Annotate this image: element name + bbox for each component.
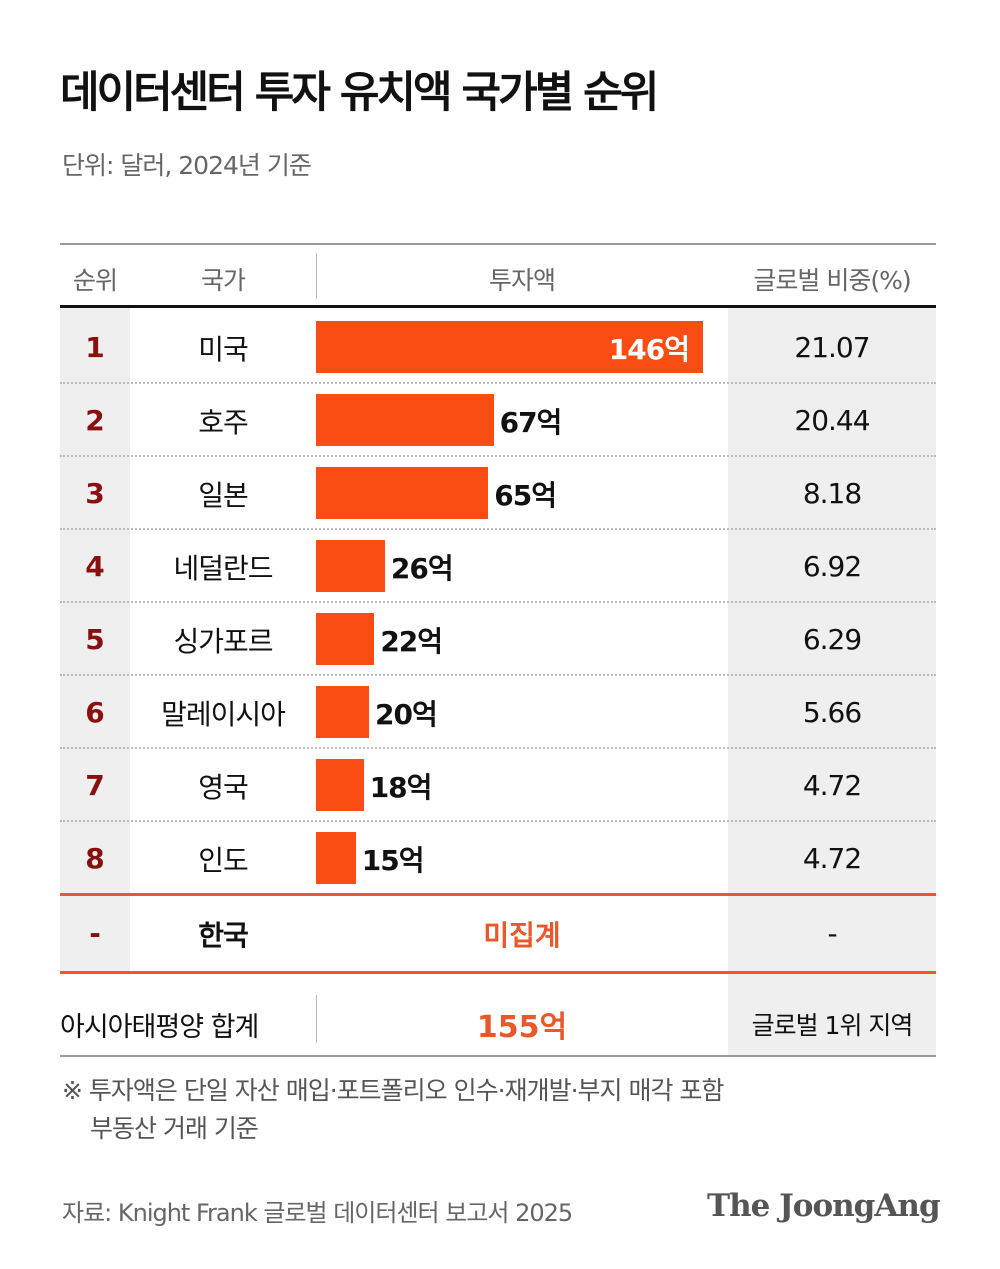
ranking-table: 순위 국가 투자액 글로벌 비중(%) 1 미국 146억 21.07 2 호주 67억 20… (60, 243, 936, 1057)
country-cell: 미국 (198, 332, 249, 366)
share-cell: 6.92 (802, 550, 862, 583)
row-divider (60, 747, 936, 749)
bar (316, 394, 494, 446)
table-row: 4 네덜란드 26억 6.92 (60, 530, 936, 603)
header-rank: 순위 (72, 266, 118, 295)
share-cell: 21.07 (794, 331, 870, 364)
share-cell: 6.29 (802, 623, 862, 656)
table-row: 2 호주 67억 20.44 (60, 384, 936, 457)
highlight-row-korea: - 한국 미집계 - (60, 893, 936, 974)
bar-label: 26억 (390, 551, 454, 585)
country-cell: 한국 (198, 918, 249, 952)
country-cell: 네덜란드 (173, 551, 273, 585)
table-row: 7 영국 18억 4.72 (60, 749, 936, 822)
value-cell: 미집계 (483, 918, 561, 952)
header-investment: 투자액 (488, 266, 556, 295)
table-row: 1 미국 146억 21.07 (60, 311, 936, 384)
bar (316, 832, 356, 884)
table-row: 3 일본 65억 8.18 (60, 457, 936, 530)
bar-label: 18억 (369, 770, 433, 804)
bar (316, 759, 364, 811)
rank-cell: 4 (85, 550, 105, 583)
source-text: 자료: Knight Frank 글로벌 데이터센터 보고서 2025 (62, 1199, 573, 1227)
footnote-line-1: ※ 투자액은 단일 자산 매입·포트폴리오 인수·재개발·부지 매각 포함 (62, 1076, 724, 1105)
rank-bg (60, 896, 130, 971)
row-divider (60, 528, 936, 530)
header-divider (60, 305, 936, 308)
share-cell: 4.72 (802, 769, 862, 802)
bar (316, 540, 385, 592)
chart-title: 데이터센터 투자 유치액 국가별 순위 (60, 68, 659, 118)
row-divider (60, 382, 936, 384)
row-divider (60, 674, 936, 676)
total-share: 글로벌 1위 지역 (751, 1011, 914, 1040)
rank-column-bg (60, 308, 130, 893)
share-cell: 4.72 (802, 842, 862, 875)
header-country: 국가 (200, 266, 246, 295)
rank-cell: - (89, 917, 101, 950)
bar-label: 146억 (608, 332, 690, 366)
rank-cell: 2 (85, 404, 105, 437)
country-cell: 호주 (198, 405, 249, 439)
chart-subtitle: 단위: 달러, 2024년 기준 (62, 151, 312, 180)
rank-cell: 6 (85, 696, 105, 729)
table-row: 5 싱가포르 22억 6.29 (60, 603, 936, 676)
rank-cell: 8 (85, 842, 105, 875)
country-cell: 일본 (198, 478, 249, 512)
country-cell: 말레이시아 (161, 697, 286, 731)
table-row: 6 말레이시아 20억 5.66 (60, 676, 936, 749)
bar-label: 15억 (361, 843, 425, 877)
bar (316, 321, 703, 373)
share-bg (728, 896, 936, 971)
rank-cell: 3 (85, 477, 105, 510)
table-row: 8 인도 15억 4.72 (60, 822, 936, 895)
footnote-line-2: 부동산 거래 기준 (90, 1114, 259, 1143)
rank-cell: 7 (85, 769, 105, 802)
bar (316, 613, 375, 665)
bar-label: 20억 (375, 697, 438, 731)
bar-label: 67억 (499, 405, 563, 439)
share-cell: - (827, 917, 837, 950)
header-share: 글로벌 비중(%) (753, 266, 911, 295)
rank-cell: 5 (85, 623, 105, 656)
row-divider (60, 601, 936, 603)
bar-label: 65억 (494, 478, 557, 512)
top-divider (60, 243, 936, 245)
total-value: 155억 (476, 1010, 568, 1045)
country-cell: 영국 (198, 770, 249, 804)
country-cell: 싱가포르 (173, 624, 273, 658)
row-divider (60, 455, 936, 457)
rank-cell: 1 (85, 331, 105, 364)
footnote: ※ 투자액은 단일 자산 매입·포트폴리오 인수·재개발·부지 매각 포함 부동… (62, 1072, 724, 1148)
total-row: 아시아태평양 합계 155억 글로벌 1위 지역 (60, 993, 936, 1055)
header-separator (316, 253, 317, 299)
bar-label: 22억 (380, 624, 443, 658)
country-cell: 인도 (198, 843, 249, 877)
bar (316, 686, 369, 738)
total-label: 아시아태평양 합계 (60, 1011, 259, 1043)
row-divider (60, 820, 936, 822)
share-cell: 5.66 (802, 696, 862, 729)
bottom-divider (60, 1055, 936, 1057)
total-separator (316, 995, 317, 1043)
share-cell: 20.44 (794, 404, 870, 437)
publisher-logo: The JoongAng (707, 1188, 941, 1224)
bar (316, 467, 489, 519)
share-cell: 8.18 (802, 477, 862, 510)
